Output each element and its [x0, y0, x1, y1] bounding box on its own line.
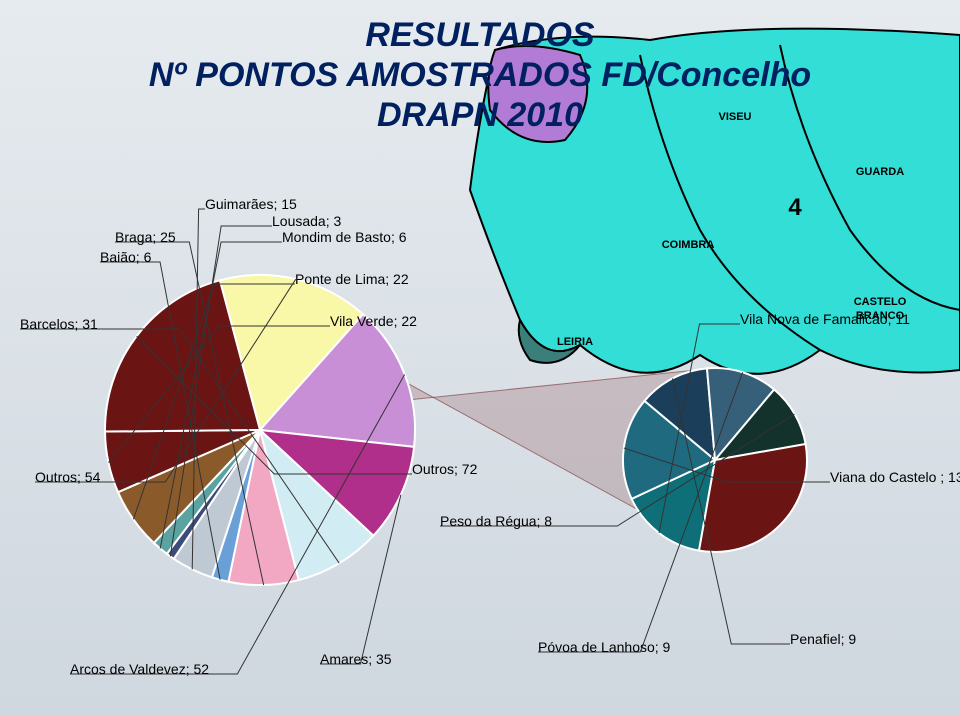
- label-outros72: Outros; 72: [412, 461, 478, 477]
- label-vilaverde: Vila Verde; 22: [330, 313, 417, 329]
- label-braga: Braga; 25: [115, 229, 176, 245]
- label-famalicao: Vila Nova de Famalicão; 11: [740, 311, 910, 327]
- label-viana: Viana do Castelo ; 13: [830, 469, 960, 485]
- slice-sec_rem: [699, 444, 807, 552]
- label-povoa: Póvoa de Lanhoso; 9: [538, 639, 671, 655]
- title-line1: RESULTADOS: [0, 16, 960, 55]
- stage: VISEUCOIMBRALEIRIAGUARDACASTELOBRANCO4RE…: [0, 0, 960, 716]
- title-line3: DRAPN 2010: [0, 96, 960, 135]
- label-mondim: Mondim de Basto; 6: [282, 229, 407, 245]
- label-amares: Amares; 35: [320, 651, 392, 667]
- label-outros54: Outros; 54: [35, 469, 101, 485]
- label-arcos: Arcos de Valdevez; 52: [70, 661, 209, 677]
- label-barcelos: Barcelos; 31: [20, 316, 98, 332]
- label-baiao: Baião; 6: [100, 249, 152, 265]
- label-penafiel: Penafiel; 9: [790, 631, 856, 647]
- label-lousada: Lousada; 3: [272, 213, 341, 229]
- label-peso: Peso da Régua; 8: [440, 513, 552, 529]
- title-line2: Nº PONTOS AMOSTRADOS FD/Concelho: [0, 56, 960, 95]
- label-guimaraes: Guimarães; 15: [205, 196, 297, 212]
- label-pontelima: Ponte de Lima; 22: [295, 271, 409, 287]
